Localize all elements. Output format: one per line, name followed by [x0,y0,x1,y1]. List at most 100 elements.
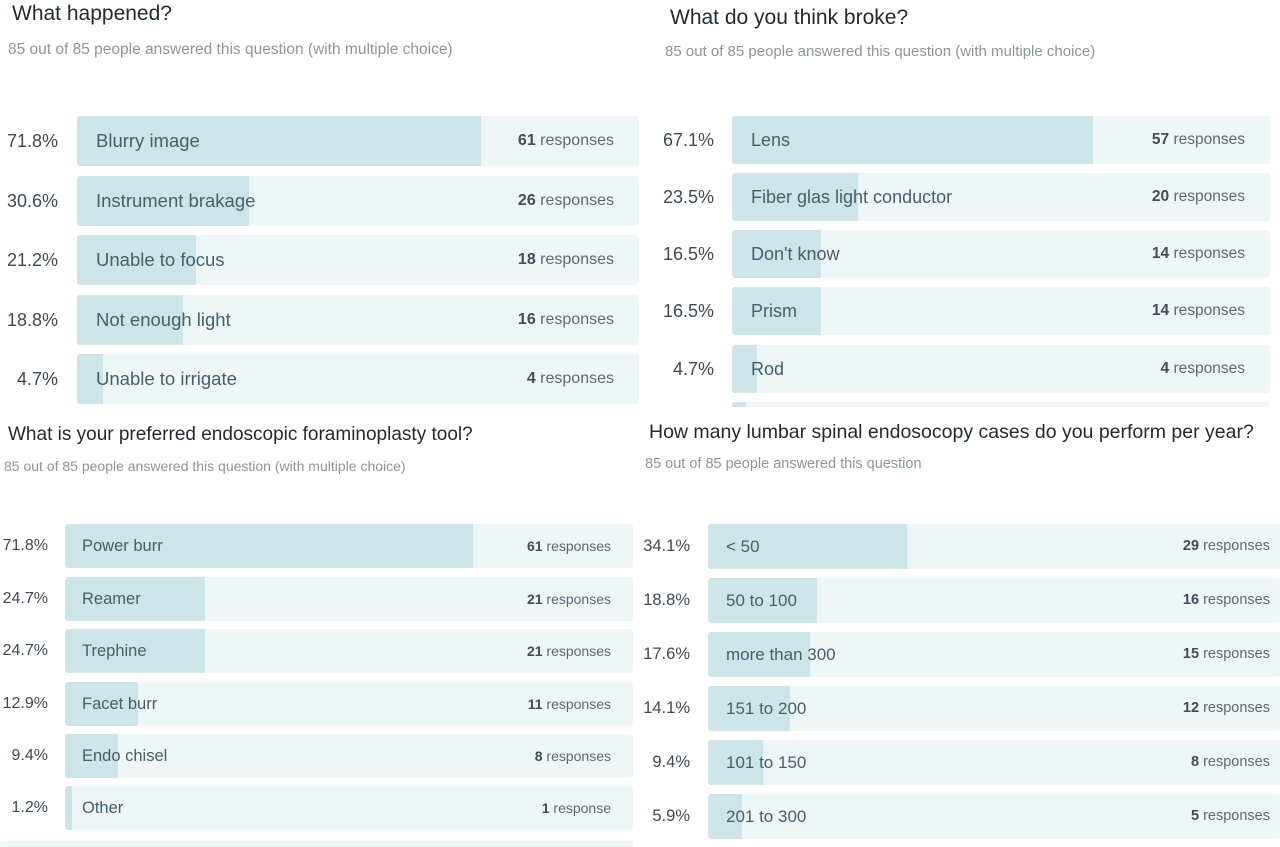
answer-bar-fill [708,524,907,569]
answer-count: 15 responses [1183,632,1270,677]
answer-bar-fill [708,686,790,731]
answer-bar-fill [65,734,118,778]
answer-row: 9.4% Endo chisel 8 responses [0,734,634,778]
answer-row: 71.8% Blurry image 61 responses [0,116,640,166]
answer-bar-track: Don't know 14 responses [732,230,1270,278]
answer-count-unit: responses [546,643,611,659]
answer-percentage: 24.7% [2,589,48,607]
answer-count-unit: responses [1203,538,1270,554]
answer-bar-fill [732,115,1093,164]
answer-count-unit: responses [1173,245,1245,262]
answer-label: Unable to focus [96,249,225,270]
answer-label: 50 to 100 [726,591,797,610]
answer-count-unit: responses [546,538,611,554]
answer-percentage: 16.5% [662,301,714,321]
answer-percentage: 18.8% [6,309,58,330]
answer-bar-fill [732,230,821,278]
answer-bar-track: Fiber glas light conductor 20 responses [732,173,1270,221]
answer-bar-fill [77,116,481,166]
answer-count-number: 21 [526,643,543,659]
answer-row: 4.7% Rod 4 responses [660,344,1270,393]
answer-bar-track: Instrument brakage 26 responses [77,175,639,226]
answer-bar-track: Unable to focus 18 responses [77,235,639,285]
answer-bar-track: < 50 29 responses [708,524,1280,569]
answer-bar-track: Rod 4 responses [732,344,1270,393]
answer-count: 14 responses [1152,287,1245,335]
answer-label: Don't know [751,244,840,264]
answer-row: 14.1% 151 to 200 12 responses [640,686,1280,731]
answer-bar-track: Power burr 61 responses [65,524,633,568]
answer-count: 21 responses [527,577,611,621]
answer-count-number: 15 [1182,646,1200,662]
answer-count-number: 16 [517,310,536,328]
answer-label: more than 300 [726,645,836,664]
answer-count-unit: responses [1203,807,1270,824]
answer-percentage: 12.9% [2,694,48,712]
answer-bar-track: Facet burr 11 responses [65,681,633,726]
answer-label: Unable to irrigate [96,368,237,389]
answer-row: 16.5% Prism 14 responses [660,287,1270,335]
answer-count-unit: responses [1173,359,1245,377]
answer-bar-fill [65,576,205,621]
answer-count-number: 5 [1190,807,1200,824]
answer-count: 18 responses [518,235,614,285]
answer-count-unit: responses [540,370,614,387]
answer-bar-fill [77,175,249,226]
answer-bar-fill [732,344,757,393]
answer-count-unit: response [553,800,611,816]
answer-percentage: 71.8% [6,131,58,151]
answer-bar-fill [732,287,821,335]
answer-count-number: 14 [1151,302,1170,319]
answer-row: 21.2% Unable to focus 18 responses [0,235,640,285]
answer-label: Endo chisel [82,747,168,765]
answer-bar-fill [708,632,810,677]
answer-count: 20 responses [1152,173,1245,221]
answer-count: 11 responses [528,682,611,726]
answer-label: Blurry image [96,130,200,151]
answer-bar-track: Endo chisel 8 responses [65,734,633,778]
answer-count-unit: responses [1173,188,1245,205]
answer-percentage: 9.4% [652,753,690,771]
answer-bar-fill [77,354,103,404]
answer-count-unit: responses [546,590,611,607]
answer-bar-track: 101 to 150 8 responses [708,740,1280,785]
answer-count-unit: responses [540,251,614,268]
answer-count-number: 61 [526,538,543,554]
answer-count-number: 18 [517,251,536,268]
answer-count: 4 responses [1161,345,1245,393]
answer-count: 8 responses [1191,740,1270,785]
answer-count-number: 20 [1151,188,1170,205]
answer-percentage: 24.7% [2,642,48,659]
answer-bar-track [0,841,633,847]
answer-row: 4.7% Unable to irrigate 4 responses [0,354,640,404]
answer-percentage: 1.2% [11,799,48,816]
answer-bar-track: Other 1 response [65,786,633,830]
answer-bar-fill [65,681,138,726]
answer-row: 9.4% 101 to 150 8 responses [640,740,1280,785]
answer-label: Other [82,799,124,817]
answer-count-unit: responses [540,310,614,328]
answer-row: 67.1% Lens 57 responses [660,115,1270,164]
answer-row: 5.9% 201 to 300 5 responses [640,793,1280,839]
answer-percentage: 17.6% [643,645,690,663]
answer-label: Not enough light [96,308,231,330]
answer-count-unit: responses [1203,646,1270,662]
answer-bar-fill [77,294,183,345]
answer-count-unit: responses [1173,302,1245,319]
answer-bar-fill [708,793,742,839]
answer-bar-fill [77,235,196,285]
answer-count: 8 responses [535,734,611,778]
answer-count-unit: responses [540,191,614,209]
answer-count-number: 29 [1182,538,1200,554]
answer-label: 101 to 150 [726,753,807,772]
answer-label: 151 to 200 [726,699,807,718]
answer-row: 24.7% Reamer 21 responses [0,576,634,621]
answer-count-unit: responses [546,695,611,712]
answer-count: 29 responses [1183,524,1270,569]
answer-count-number: 21 [526,590,543,607]
answer-label: Power burr [82,537,163,555]
answer-label: Lens [751,129,791,150]
answer-percentage: 21.2% [6,250,58,270]
answer-bar-track [732,402,1270,407]
answer-percentage: 9.4% [11,747,48,764]
